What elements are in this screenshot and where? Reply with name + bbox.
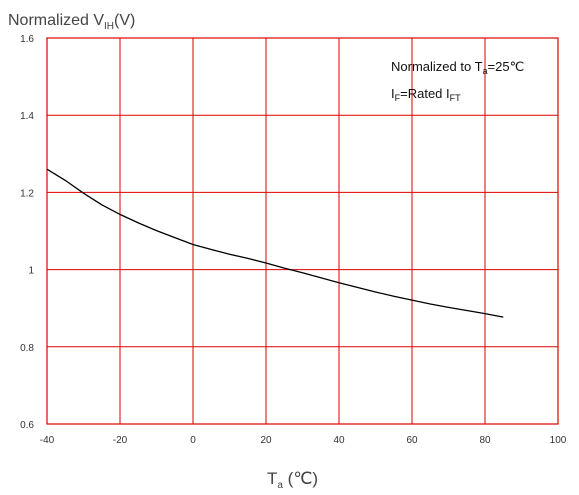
- x-tick-label: 0: [190, 435, 196, 446]
- x-tick-label: 20: [260, 435, 272, 446]
- x-tick-label: -20: [113, 435, 128, 446]
- y-tick-label: 0.8: [20, 343, 34, 354]
- y-tick-label: 1.2: [20, 188, 34, 199]
- x-tick-label: -40: [40, 435, 55, 446]
- y-tick-label: 1: [28, 266, 34, 277]
- plot-area-frame: [46, 37, 559, 425]
- x-tick-label: 100: [550, 435, 567, 446]
- y-tick-label: 1.6: [20, 34, 34, 45]
- y-tick-label: 0.6: [20, 420, 34, 431]
- annotation-normalization: Normalized to Ta=25℃: [391, 59, 524, 76]
- tick-labels: -40 -20 0 20 40 60 80 100 0.6 0.8 1 1.2 1.4 1.6: [20, 34, 567, 446]
- x-tick-label: 80: [479, 435, 491, 446]
- x-tick-label: 60: [406, 435, 418, 446]
- y-axis-label: Normalized VIH(V): [8, 12, 135, 32]
- x-axis-label: Ta (℃): [267, 469, 318, 491]
- series-line: [46, 168, 504, 318]
- x-tick-label: 40: [333, 435, 345, 446]
- y-tick-label: 1.4: [20, 111, 34, 122]
- annotation-condition: IF=Rated IFT: [391, 86, 461, 103]
- grid-lines: [46, 37, 559, 425]
